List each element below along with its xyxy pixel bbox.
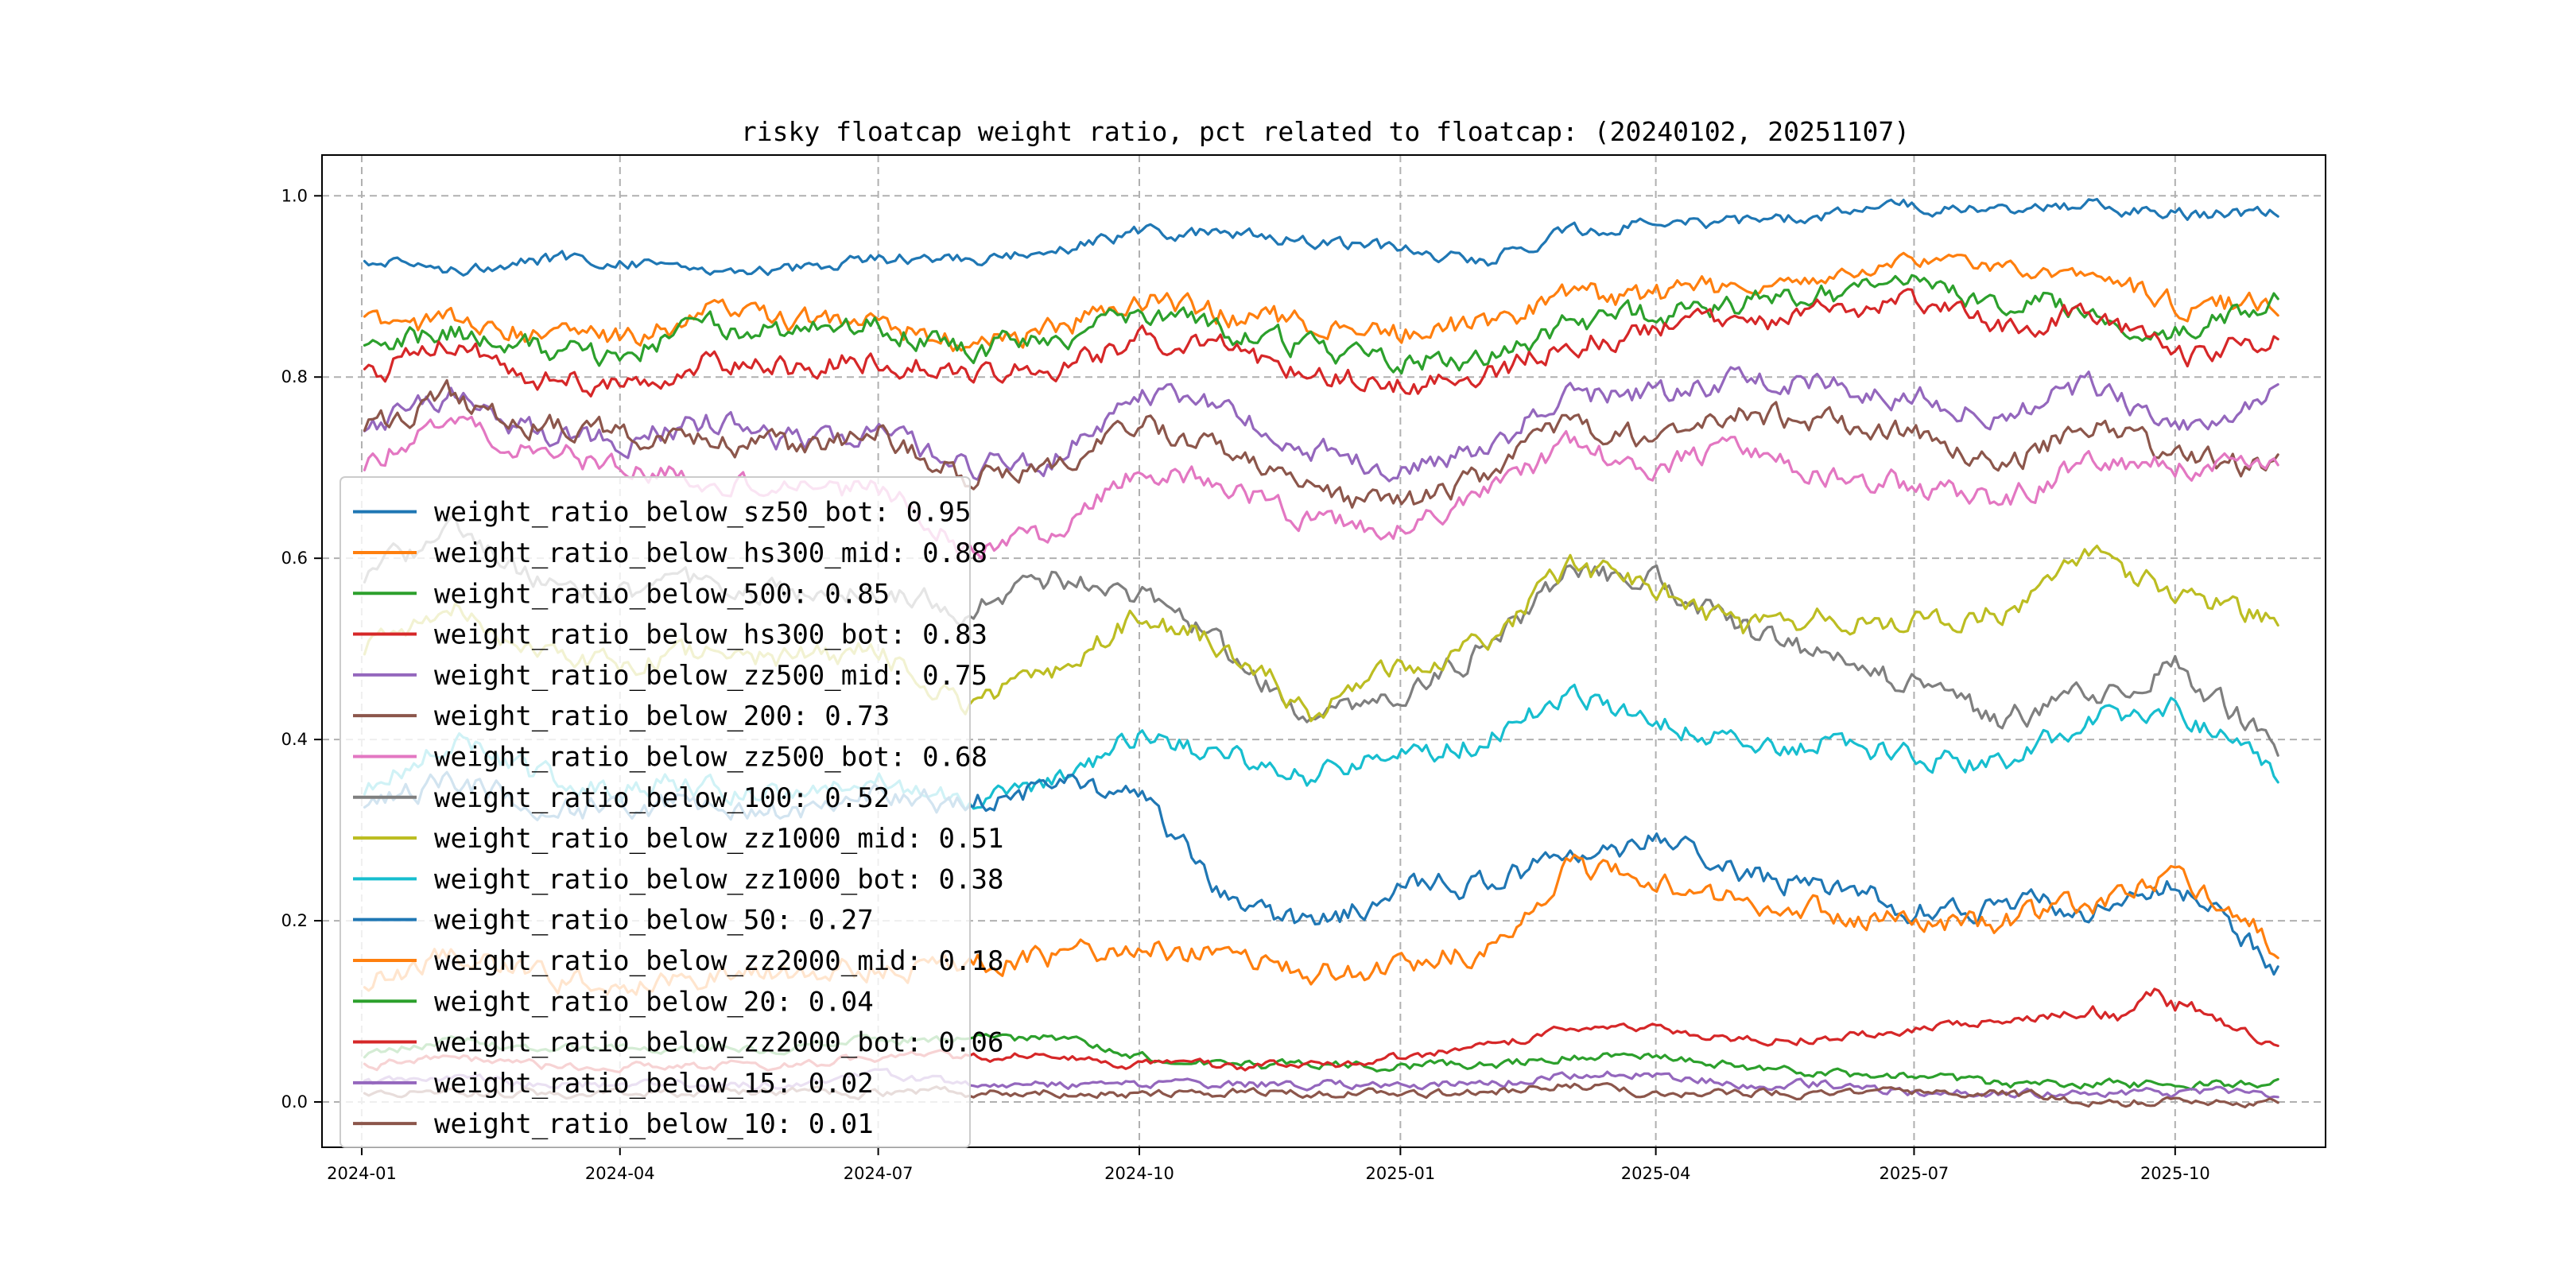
x-tick-label: 2024-01 (327, 1164, 397, 1183)
x-tick-label: 2025-01 (1365, 1164, 1435, 1183)
legend-entry-label: weight_ratio_below_zz500_mid: 0.75 (434, 660, 987, 692)
legend-entry-label: weight_ratio_below_zz1000_mid: 0.51 (434, 823, 1003, 855)
x-tick-label: 2025-10 (2140, 1164, 2210, 1183)
y-tick-label: 1.0 (281, 186, 308, 205)
x-tick-label: 2024-07 (844, 1164, 914, 1183)
legend-entry-label: weight_ratio_below_zz500_bot: 0.68 (434, 741, 987, 773)
legend-entry-label: weight_ratio_below_200: 0.73 (434, 700, 890, 732)
legend-entry-label: weight_ratio_below_50: 0.27 (434, 905, 874, 937)
x-tick-label: 2025-07 (1880, 1164, 1949, 1183)
y-tick-label: 0.4 (281, 730, 308, 749)
y-tick-label: 0.8 (281, 367, 308, 386)
legend-entry-label: weight_ratio_below_hs300_bot: 0.83 (434, 619, 987, 651)
legend-entry-label: weight_ratio_below_15: 0.02 (434, 1068, 874, 1100)
legend-entry-label: weight_ratio_below_zz2000_bot: 0.06 (434, 1027, 1003, 1059)
series-line (363, 366, 2279, 483)
legend-entry-label: weight_ratio_below_20: 0.04 (434, 986, 874, 1018)
x-tick-label: 2024-04 (585, 1164, 655, 1183)
ticks-layer: 2024-01 2024-04 2024-07 2024-10 2025-01 2025-… (281, 186, 2210, 1183)
x-tick-label: 2024-10 (1104, 1164, 1174, 1183)
legend-entry-label: weight_ratio_below_10: 0.01 (434, 1108, 874, 1140)
legend-entry-label: weight_ratio_below_zz2000_mid: 0.18 (434, 945, 1003, 977)
legend: weight_ratio_below_sz50_bot: 0.95 weight_… (339, 476, 1003, 1148)
legend-box (339, 476, 971, 1148)
y-tick-label: 0.2 (281, 911, 308, 930)
legend-entry-label: weight_ratio_below_100: 0.52 (434, 782, 890, 814)
x-tick-label: 2025-04 (1621, 1164, 1691, 1183)
legend-entry-label: weight_ratio_below_500: 0.85 (434, 578, 890, 610)
series-line (363, 274, 2279, 374)
legend-entry-label: weight_ratio_below_hs300_mid: 0.88 (434, 537, 987, 569)
plot-frame (321, 154, 2326, 1148)
series-line (363, 251, 2279, 352)
legend-entry-label: weight_ratio_below_sz50_bot: 0.95 (434, 497, 972, 529)
series-line (363, 415, 2279, 561)
series-line (363, 197, 2279, 277)
legend-entry-label: weight_ratio_below_zz1000_bot: 0.38 (434, 863, 1003, 895)
chart-title: risky floatcap weight ratio, pct related… (741, 116, 1910, 147)
series-line (363, 378, 2279, 509)
y-tick-label: 0.6 (281, 549, 308, 568)
series-line (363, 288, 2279, 398)
y-tick-label: 0.0 (281, 1092, 308, 1111)
